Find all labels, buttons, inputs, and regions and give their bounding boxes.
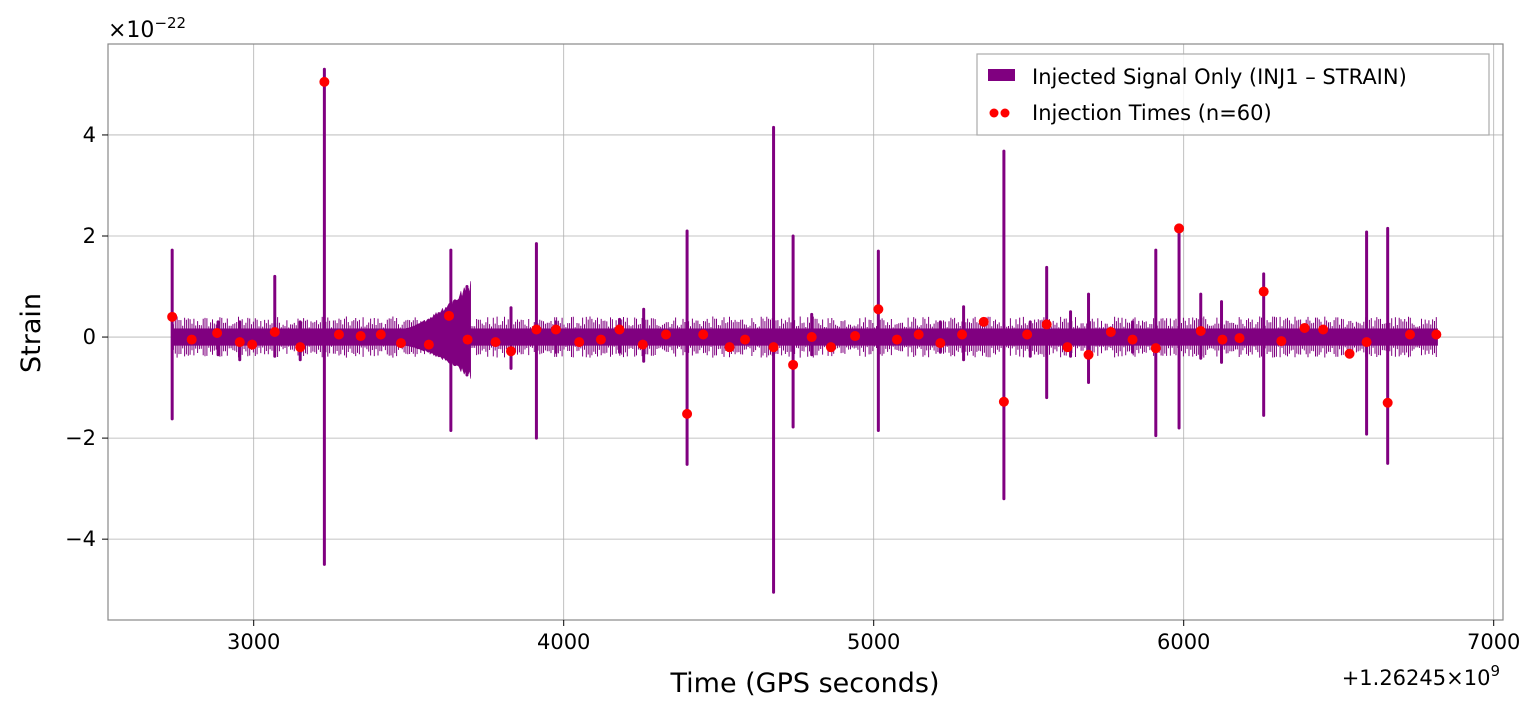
x-tick-label: 4000 [537, 630, 590, 654]
injection-marker [1174, 223, 1185, 234]
signal-spike-layer [170, 67, 1390, 594]
injection-marker [269, 327, 280, 337]
injection-marker [1258, 286, 1269, 297]
injection-marker [1150, 343, 1161, 354]
injection-marker [375, 329, 386, 340]
legend-signal-label: Injected Signal Only (INJ1 – STRAIN) [1032, 65, 1407, 89]
injection-marker [724, 342, 735, 353]
x-tick-label: 3000 [227, 630, 280, 654]
injection-marker [740, 334, 751, 345]
injection-marker [295, 342, 306, 353]
signal-envelope-burst [405, 281, 471, 379]
injection-marker [978, 316, 989, 327]
injection-marker [333, 329, 344, 340]
y-axis-label: Strain [16, 293, 47, 373]
injection-marker [998, 396, 1009, 407]
injection-marker [355, 331, 366, 342]
injection-marker [913, 329, 924, 340]
injection-marker [234, 337, 245, 348]
legend-signal-swatch [988, 69, 1015, 81]
x-axis-label: Time (GPS seconds) [669, 668, 939, 699]
injection-marker [806, 332, 817, 343]
injection-marker [1299, 322, 1310, 333]
injection-marker [957, 329, 968, 340]
injection-marker [1127, 334, 1138, 345]
y-axis-ticks: −4 −2 0 2 4 [65, 123, 108, 551]
legend-marker-dot [989, 108, 999, 118]
injection-marker [825, 342, 836, 353]
y-scale-exponent: −22 [154, 14, 186, 32]
injection-marker [423, 339, 434, 350]
injection-marker [462, 334, 473, 345]
injection-marker [1276, 336, 1287, 347]
injection-marker [1195, 325, 1206, 336]
x-tick-label: 5000 [847, 630, 900, 654]
injection-marker [873, 304, 884, 315]
injection-marker [661, 329, 671, 340]
injection-marker [186, 334, 197, 345]
injection-marker [1382, 397, 1393, 408]
injection-marker [850, 331, 861, 342]
x-axis-ticks: 3000 4000 5000 6000 7000 [227, 620, 1520, 654]
injection-marker [935, 338, 946, 349]
injection-marker [698, 329, 709, 340]
axes-frame [107, 43, 1504, 621]
injection-marker [574, 337, 585, 348]
injection-marker [395, 338, 406, 349]
injection-marker [319, 76, 330, 87]
injection-marker [1062, 342, 1073, 353]
y-tick-label: 4 [83, 123, 96, 147]
injection-marker [1022, 329, 1033, 340]
injection-marker [614, 324, 625, 335]
injection-marker-layer [167, 76, 1442, 419]
injection-marker [1344, 348, 1355, 359]
y-tick-label: 2 [83, 224, 96, 248]
injection-marker [247, 339, 258, 350]
x-tick-label: 6000 [1157, 630, 1210, 654]
y-tick-label: −4 [65, 527, 96, 551]
injection-marker [768, 342, 779, 353]
injection-marker [444, 310, 454, 321]
legend-marker-dot [1000, 108, 1010, 118]
injection-marker [788, 359, 799, 370]
injection-marker [167, 311, 178, 322]
y-tick-label: −2 [65, 426, 96, 450]
injection-marker [1405, 329, 1415, 340]
x-offset-label: +1.26245×109 [1342, 662, 1500, 690]
injection-marker [550, 324, 561, 335]
injection-marker [531, 324, 542, 335]
injection-marker [1234, 333, 1245, 344]
y-tick-label: 0 [83, 325, 96, 349]
injection-marker [1041, 319, 1052, 330]
signal-band-layer [171, 281, 1438, 379]
legend-box [976, 53, 1490, 136]
injection-marker [682, 408, 693, 419]
injection-marker [891, 334, 902, 345]
y-scale-label: ×10−22 [108, 14, 186, 43]
legend-marker-label: Injection Times (n=60) [1032, 101, 1272, 125]
plot-area [167, 67, 1442, 594]
injection-marker [212, 328, 223, 339]
injection-marker [1431, 329, 1442, 340]
injection-marker [1217, 334, 1228, 345]
injection-marker [1361, 337, 1372, 348]
x-tick-label: 7000 [1467, 630, 1520, 654]
injection-marker [637, 339, 648, 350]
injection-marker [490, 337, 501, 348]
injection-marker [1083, 349, 1094, 360]
x-offset-exponent: 9 [1490, 662, 1500, 680]
injection-marker [1105, 327, 1116, 337]
injection-marker [595, 334, 606, 345]
legend: Injected Signal Only (INJ1 – STRAIN) Inj… [976, 53, 1490, 136]
injection-marker [506, 346, 516, 357]
injection-marker [1318, 324, 1329, 335]
